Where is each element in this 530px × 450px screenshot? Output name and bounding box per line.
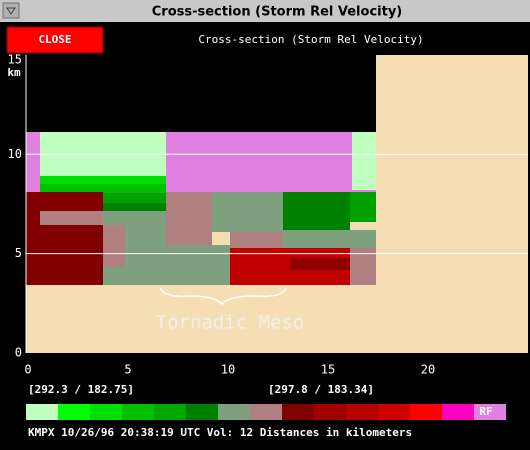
cell <box>212 192 283 232</box>
legend-rf-label: RF <box>479 405 492 418</box>
annotation: Tornadic Meso <box>156 312 305 334</box>
color-legend <box>26 404 506 420</box>
legend-swatch <box>346 404 378 420</box>
cell <box>26 192 103 285</box>
close-label: CLOSE <box>38 33 71 46</box>
legend-swatch <box>122 404 154 420</box>
window-menu[interactable] <box>2 2 20 19</box>
window-title: Cross-section (Storm Rel Velocity) <box>152 5 403 20</box>
legend-swatch <box>218 404 250 420</box>
legend-swatch <box>186 404 218 420</box>
x-tick-label: 5 <box>124 363 131 377</box>
cell <box>350 248 376 285</box>
cell <box>166 192 212 245</box>
y-tick-label: 10 <box>8 147 22 161</box>
legend-swatch <box>474 404 506 420</box>
cell <box>283 230 376 248</box>
x-tick-label: 0 <box>24 363 31 377</box>
y-unit: km <box>7 66 21 79</box>
close-button[interactable] <box>6 26 104 54</box>
cell <box>283 192 350 230</box>
legend-swatch <box>154 404 186 420</box>
cell <box>290 258 350 270</box>
axis-ticks: 20 15 10 5 0 15 10 5 0 <box>8 53 528 377</box>
cell <box>352 132 376 190</box>
legend-swatch <box>58 404 90 420</box>
cell <box>40 211 103 225</box>
annotation-brace <box>159 287 287 306</box>
legend-swatch <box>378 404 410 420</box>
coordinate-right: [297.8 / 183.34] <box>268 383 374 396</box>
cell <box>166 245 230 285</box>
cell <box>350 192 376 222</box>
legend-swatch <box>26 404 58 420</box>
cell <box>103 225 125 267</box>
title-bar <box>0 0 530 22</box>
menu-arrow <box>6 7 16 15</box>
y-tick-label: 0 <box>15 346 22 360</box>
cell <box>40 184 166 193</box>
y-tick-label: 15 <box>8 53 22 67</box>
x-tick-label: 20 <box>421 363 435 377</box>
legend-swatch <box>90 404 122 420</box>
legend-swatch <box>314 404 346 420</box>
cell <box>40 176 166 184</box>
x-tick-label: 10 <box>221 363 235 377</box>
x-tick-label: 15 <box>321 363 335 377</box>
legend-swatch <box>282 404 314 420</box>
cross-section <box>26 132 376 285</box>
legend-swatch <box>442 404 474 420</box>
coordinate-left: [292.3 / 182.75] <box>28 383 134 396</box>
y-tick-label: 5 <box>15 246 22 260</box>
cell <box>230 232 283 248</box>
cell <box>103 211 166 225</box>
legend-swatch <box>250 404 282 420</box>
no-data-region <box>26 55 376 132</box>
legend-swatch <box>410 404 442 420</box>
status-line: KMPX 10/26/96 20:38:19 UTC Vol: 12 Dista… <box>28 426 412 439</box>
toolbar-title: Cross-section (Storm Rel Velocity) <box>198 33 423 46</box>
